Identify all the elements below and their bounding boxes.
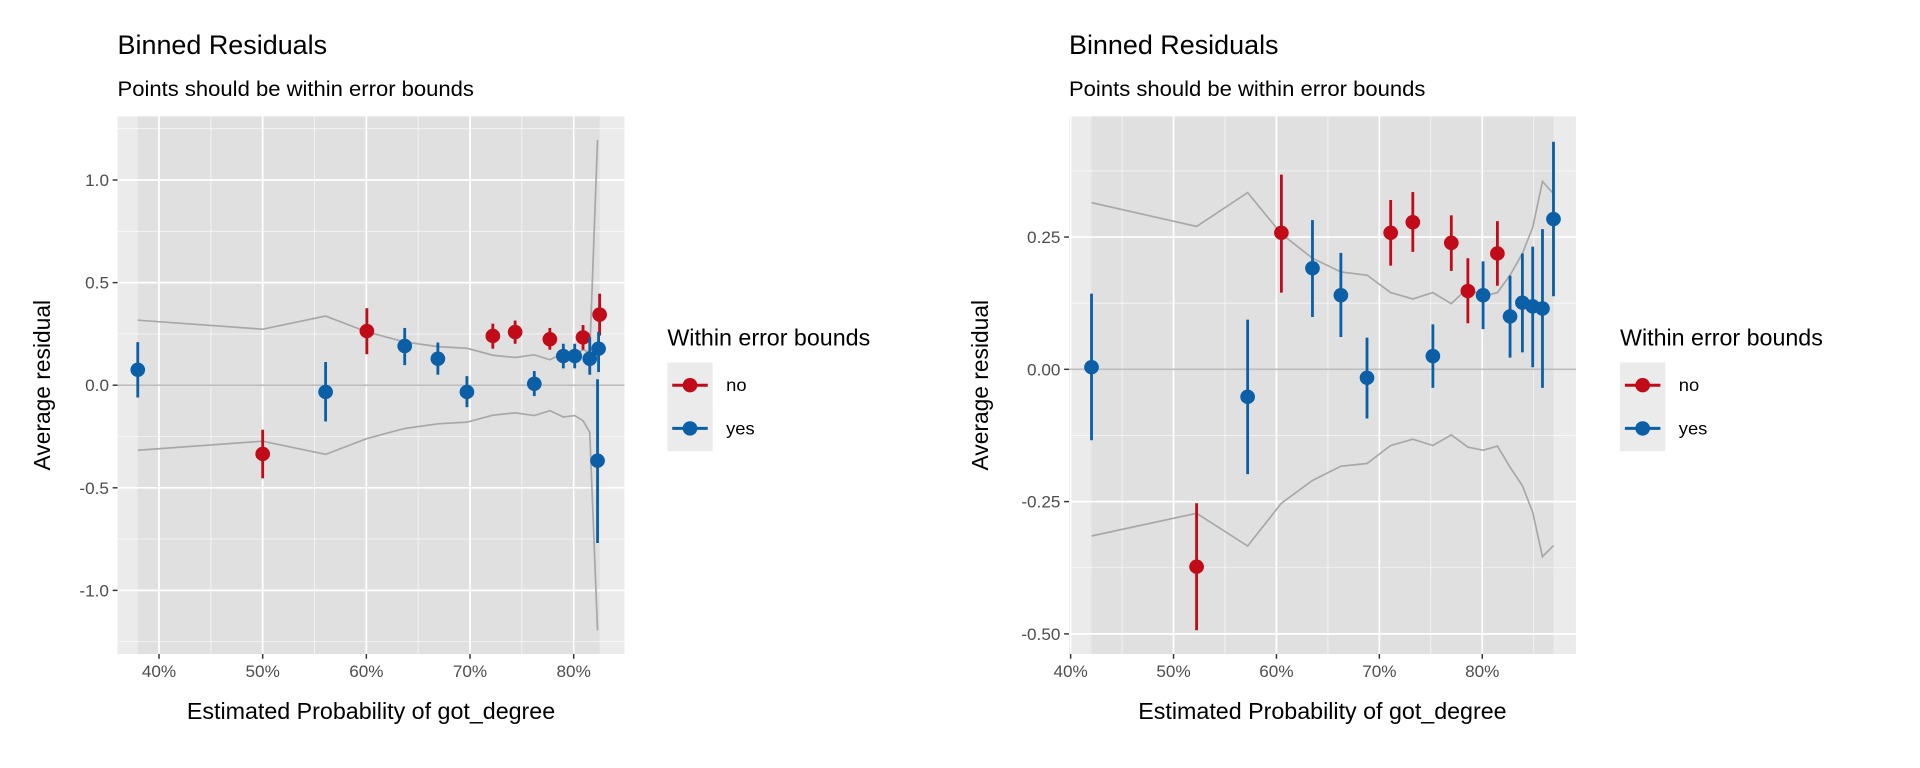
plot-title: Binned Residuals	[118, 30, 328, 60]
data-point-yes	[1475, 288, 1491, 303]
x-tick-label: 80%	[557, 662, 591, 681]
data-point-yes	[526, 376, 542, 391]
legend-key-no	[672, 378, 708, 393]
x-tick-label: 40%	[142, 662, 176, 681]
data-point-no	[542, 332, 558, 347]
data-point-yes	[1359, 370, 1375, 385]
data-point-no	[592, 307, 607, 322]
legend: Within error bounds no yes	[667, 325, 870, 452]
legend-key-background	[1620, 362, 1666, 452]
data-point-no	[1490, 246, 1505, 261]
y-tick-label: 0.00	[1027, 360, 1060, 379]
data-point-yes	[591, 341, 606, 356]
x-tick-label: 70%	[1362, 662, 1396, 681]
x-tick-label: 70%	[453, 662, 487, 681]
shaded-range	[1091, 116, 1554, 654]
legend: Within error bounds no yes	[1620, 325, 1823, 452]
data-point-yes	[1502, 309, 1518, 324]
data-point-yes	[318, 384, 333, 400]
data-point-no	[1189, 559, 1204, 574]
x-tick-label: 50%	[246, 662, 280, 681]
data-point-no	[575, 330, 591, 345]
legend-key-background	[667, 362, 713, 452]
data-point-no	[1274, 225, 1289, 241]
y-axis-title: Average residual	[967, 300, 993, 471]
legend-label-yes: yes	[1679, 419, 1708, 439]
plot-panel: 1.0 0.5 0.0 -0.5 -1.0 40% 50% 60% 70% 80%	[79, 116, 625, 681]
y-axis-title: Average residual	[29, 300, 55, 471]
legend-label-no: no	[1679, 375, 1699, 395]
plot-subtitle: Points should be within error bounds	[118, 76, 474, 101]
plot-title: Binned Residuals	[1069, 30, 1279, 60]
data-point-yes	[582, 351, 598, 366]
data-point-yes	[459, 384, 475, 400]
plot-right: Binned Residuals Points should be within…	[967, 30, 1823, 724]
data-point-yes	[1240, 389, 1255, 405]
y-tick-label: 0.25	[1027, 228, 1060, 247]
y-tick-label: -0.5	[79, 479, 109, 498]
x-tick-label: 50%	[1156, 662, 1190, 681]
plot-left: Binned Residuals Points should be within…	[29, 30, 870, 724]
x-axis-title: Estimated Probability of got_degree	[1138, 698, 1506, 724]
x-tick-label: 80%	[1465, 662, 1499, 681]
data-point-yes	[555, 348, 571, 364]
data-point-yes	[430, 351, 446, 366]
data-point-yes	[1333, 288, 1349, 303]
x-tick-label: 60%	[1259, 662, 1293, 681]
data-point-no	[507, 324, 523, 340]
y-tick-label: 0.5	[85, 274, 109, 293]
data-point-yes	[567, 348, 583, 364]
data-point-yes	[397, 338, 413, 354]
x-tick-label: 40%	[1053, 662, 1087, 681]
data-point-no	[1460, 283, 1476, 299]
lower-error-bound-line	[137, 409, 599, 631]
y-tick-label: 0.0	[85, 376, 109, 395]
legend-label-no: no	[726, 375, 746, 395]
data-point-yes	[1535, 301, 1550, 316]
legend-label-yes: yes	[726, 419, 755, 439]
plot-panel: 0.25 0.00 -0.25 -0.50 40% 50% 60% 70% 80%	[1021, 116, 1576, 681]
plot-subtitle: Points should be within error bounds	[1069, 76, 1425, 101]
data-point-no	[359, 323, 375, 339]
data-point-yes	[590, 453, 605, 468]
legend-title: Within error bounds	[1620, 325, 1823, 351]
y-tick-label: 1.0	[85, 171, 109, 190]
data-point-yes	[130, 362, 146, 378]
data-point-yes	[1084, 360, 1099, 375]
lower-error-bound-line	[1091, 433, 1555, 559]
legend-key-no	[1624, 378, 1661, 393]
x-tick-label: 60%	[349, 662, 383, 681]
data-point-yes	[1425, 348, 1441, 364]
data-point-no	[1405, 215, 1421, 230]
data-point-no	[1443, 235, 1459, 251]
data-point-no	[1383, 225, 1399, 241]
legend-key-yes	[1624, 421, 1661, 436]
y-tick-label: -0.25	[1021, 493, 1060, 512]
y-tick-label: -0.50	[1021, 625, 1060, 644]
data-point-no	[485, 328, 501, 344]
y-tick-label: -1.0	[79, 582, 109, 601]
data-point-yes	[1546, 211, 1561, 227]
data-point-no	[255, 446, 271, 462]
legend-key-yes	[672, 421, 708, 436]
legend-title: Within error bounds	[667, 325, 870, 351]
panel-background	[1068, 116, 1576, 654]
data-point-yes	[1305, 261, 1320, 276]
x-axis-title: Estimated Probability of got_degree	[187, 698, 555, 724]
